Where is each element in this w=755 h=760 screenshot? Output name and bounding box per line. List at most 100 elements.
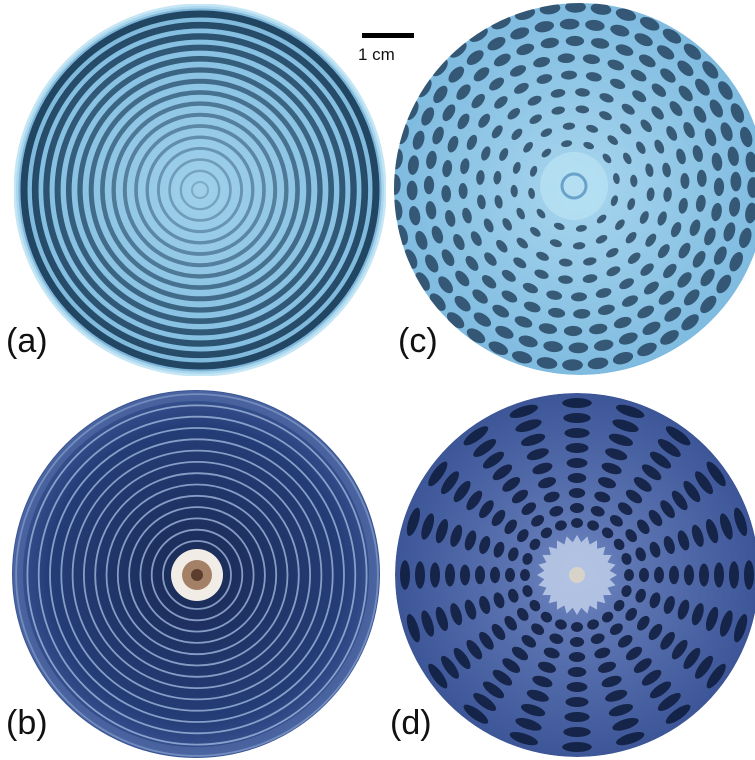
cell — [532, 675, 553, 688]
cell — [553, 222, 565, 231]
cell — [487, 37, 506, 51]
cell — [633, 477, 652, 492]
cell — [428, 663, 448, 689]
cell — [521, 703, 546, 717]
cell — [453, 480, 471, 503]
cell — [450, 603, 463, 626]
cell — [730, 171, 742, 192]
cell — [536, 208, 546, 219]
cell — [484, 252, 497, 266]
ring — [191, 181, 209, 199]
cell — [496, 239, 508, 253]
cell — [615, 8, 636, 21]
cell — [657, 438, 681, 458]
cell — [453, 647, 471, 670]
ring — [128, 506, 266, 644]
cell — [583, 257, 597, 266]
cell — [740, 126, 753, 148]
ring — [88, 78, 312, 302]
cell — [551, 106, 565, 115]
cell — [520, 569, 530, 581]
cell — [601, 527, 614, 539]
cell — [666, 126, 678, 141]
cell — [723, 222, 736, 242]
cell — [727, 146, 739, 166]
cell — [466, 328, 486, 344]
cell — [433, 85, 448, 104]
cell — [585, 72, 602, 82]
cell — [543, 647, 560, 659]
ring — [60, 438, 334, 712]
cell — [513, 257, 527, 269]
cell — [657, 692, 681, 712]
cell — [554, 520, 567, 531]
cell — [677, 60, 694, 77]
cell — [587, 619, 600, 630]
cell — [630, 69, 647, 82]
cell — [677, 272, 692, 288]
cell — [605, 689, 628, 702]
cell — [463, 426, 489, 446]
cell — [493, 170, 502, 185]
cell — [476, 170, 485, 185]
cell — [632, 90, 647, 103]
cell — [587, 357, 609, 370]
cell — [549, 239, 562, 248]
cell — [523, 142, 533, 153]
cell — [455, 270, 470, 287]
cell — [662, 28, 682, 44]
cell — [651, 83, 667, 97]
cell — [639, 17, 660, 31]
cell — [635, 588, 646, 603]
cell — [509, 732, 538, 746]
cell — [442, 160, 453, 178]
cell — [637, 305, 655, 319]
cell — [538, 477, 556, 489]
ring — [37, 415, 357, 735]
cell — [663, 536, 675, 554]
cell — [440, 471, 460, 495]
cell — [442, 104, 456, 122]
cell — [534, 269, 549, 279]
ring — [43, 33, 357, 347]
cell — [516, 207, 525, 220]
cell — [591, 38, 610, 49]
cell — [589, 323, 608, 335]
ring — [31, 21, 369, 359]
ring — [150, 528, 244, 622]
panel-a-image — [14, 4, 386, 376]
cell — [514, 316, 533, 328]
cell — [532, 462, 553, 475]
cell — [651, 106, 664, 120]
cell — [502, 477, 521, 492]
cell — [558, 258, 573, 267]
cell — [522, 282, 538, 294]
cell — [447, 135, 459, 153]
ring — [156, 146, 244, 234]
cell — [695, 194, 706, 212]
cell — [510, 27, 530, 40]
cell — [415, 230, 428, 250]
cell — [648, 509, 663, 527]
cell — [613, 173, 620, 185]
cell — [493, 53, 511, 67]
cell — [540, 611, 553, 623]
cell — [607, 135, 618, 145]
cell — [531, 623, 545, 636]
cell — [744, 560, 754, 590]
cell — [441, 185, 452, 203]
cell — [504, 519, 517, 535]
cell — [617, 635, 633, 648]
cell — [694, 471, 714, 495]
cell — [445, 563, 455, 587]
cell — [508, 588, 519, 603]
ring — [26, 404, 368, 746]
cell — [598, 661, 616, 673]
cell — [567, 473, 587, 483]
cell — [700, 295, 717, 314]
cell — [492, 464, 513, 481]
cell — [598, 477, 616, 489]
cell — [615, 219, 625, 230]
ring — [83, 461, 311, 689]
cell — [612, 419, 639, 433]
